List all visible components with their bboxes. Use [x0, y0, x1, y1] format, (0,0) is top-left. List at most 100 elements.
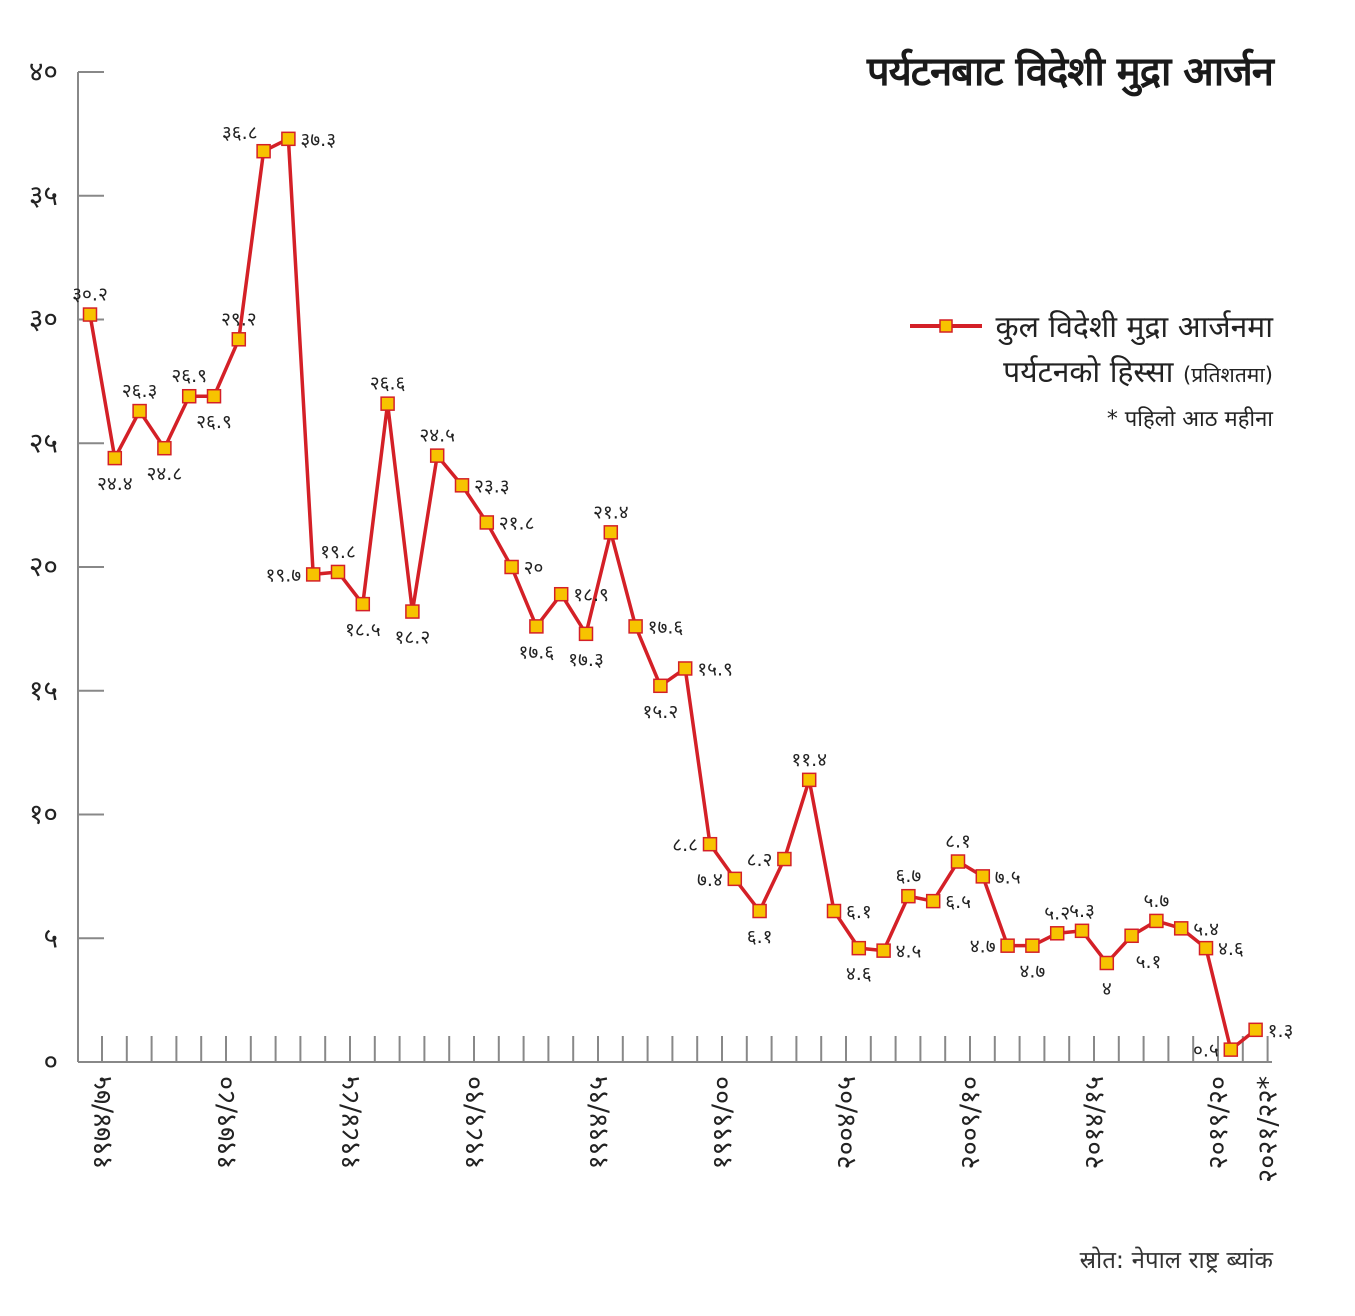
data-label: १९.७ — [266, 564, 302, 586]
data-label: ५.१ — [1136, 951, 1162, 973]
legend-unit: (प्रतिशतमा) — [1183, 363, 1273, 387]
legend-label-line1: कुल विदेशी मुद्रा आर्जनमा — [995, 310, 1273, 345]
data-label: ६.७ — [895, 865, 921, 887]
data-label: ३०.२ — [72, 284, 108, 306]
data-point-marker — [529, 619, 544, 634]
data-label: ६.५ — [945, 891, 971, 913]
data-label: ३६.८ — [222, 122, 258, 144]
data-point-marker — [851, 940, 867, 956]
data-label: २९.२ — [221, 308, 257, 330]
data-point-marker — [1173, 921, 1189, 936]
data-point-marker — [1248, 1022, 1263, 1038]
data-point-marker — [504, 559, 519, 575]
data-label: १७.६ — [648, 616, 684, 638]
data-point-marker — [405, 604, 420, 619]
data-label: ३७.३ — [300, 129, 336, 151]
data-label: १८.५ — [345, 619, 381, 641]
data-point-marker — [826, 903, 842, 919]
data-label: ७.४ — [697, 869, 723, 891]
data-label: ५.३ — [1069, 900, 1095, 922]
data-point-marker — [380, 396, 395, 411]
data-label: १५.२ — [643, 701, 679, 723]
data-label: ४.५ — [896, 941, 922, 963]
data-point-marker — [1000, 938, 1015, 953]
data-label: २६.३ — [122, 380, 158, 402]
data-point-marker — [876, 943, 891, 958]
data-point-marker — [132, 403, 147, 419]
data-point-marker — [901, 888, 916, 904]
x-tick-label: २०२१/२२* — [1253, 1076, 1284, 1183]
data-point-marker — [1198, 940, 1214, 956]
data-label: ११.४ — [791, 749, 827, 771]
data-point-marker — [925, 893, 941, 909]
legend-label-line2: पर्यटनको हिस्सा (प्रतिशतमा) — [910, 350, 1273, 391]
data-label: ४.७ — [1019, 961, 1045, 983]
y-tick-label: ४० — [29, 55, 58, 88]
data-label: २४.८ — [147, 463, 183, 485]
x-tick-label: १९८४/८५ — [335, 1076, 366, 1169]
data-point-marker — [181, 388, 197, 404]
x-tick-label: १९७९/८० — [211, 1076, 242, 1169]
data-point-marker — [727, 871, 743, 887]
data-label: २१.८ — [499, 512, 535, 534]
data-point-marker — [1099, 955, 1115, 971]
data-point-marker — [1025, 938, 1040, 953]
source-note: स्रोत: नेपाल राष्ट्र ब्यांक — [1079, 1246, 1273, 1274]
data-point-marker — [281, 131, 296, 147]
data-label: १७.३ — [568, 649, 604, 671]
data-point-marker — [82, 307, 98, 322]
x-tick-label: १९८९/९० — [459, 1076, 490, 1169]
x-tick-label: २००९/१० — [955, 1076, 986, 1169]
data-point-marker — [1149, 913, 1164, 929]
data-point-marker — [553, 586, 569, 602]
data-point-marker — [677, 661, 693, 676]
data-label: ७.५ — [995, 866, 1021, 888]
data-point-marker — [1074, 923, 1090, 939]
data-point-marker — [107, 450, 123, 466]
y-tick-label: २५ — [29, 426, 58, 459]
data-point-marker — [429, 448, 445, 463]
data-label: ४.७ — [970, 936, 996, 958]
legend-footnote: * पहिलो आठ महीना — [1106, 407, 1273, 432]
data-label: १९.८ — [320, 541, 356, 563]
data-label: ६.१ — [846, 901, 872, 923]
data-point-marker — [702, 836, 718, 852]
y-tick-label: २० — [29, 550, 58, 583]
y-tick-label: १५ — [29, 674, 58, 707]
legend-label-text: पर्यटनको हिस्सा — [1003, 355, 1174, 390]
data-point-marker — [305, 567, 321, 582]
data-label: १८.९ — [573, 584, 609, 606]
x-tick-label: २००४/०५ — [831, 1076, 862, 1169]
data-point-marker — [330, 564, 346, 580]
data-point-marker — [454, 478, 470, 493]
data-label: २४.५ — [419, 425, 455, 447]
data-label: ५.७ — [1143, 890, 1169, 912]
x-tick-label: १९९४/९५ — [583, 1076, 614, 1169]
data-point-marker — [653, 678, 668, 694]
data-point-marker — [1124, 928, 1139, 944]
data-label: २६.६ — [370, 373, 406, 395]
data-label: ८.८ — [672, 834, 698, 856]
data-point-marker — [479, 515, 495, 530]
data-label-layer: ३०.२ २४.४ २६.३ २४.८ २६.९ २६.९ २९.२ ३६.८ ३७.३ १९.७… — [72, 122, 1293, 1061]
data-label: ८.२ — [747, 849, 773, 871]
data-point-marker — [752, 903, 767, 919]
data-label: २१.४ — [593, 501, 629, 523]
data-label: ४.६ — [846, 963, 872, 985]
data-label: ०.५ — [1193, 1040, 1219, 1062]
data-label: ८.१ — [945, 831, 971, 853]
data-point-marker — [628, 619, 643, 634]
x-tick-label: १९९९/०० — [707, 1076, 738, 1169]
data-label: ४.६ — [1218, 938, 1244, 960]
data-point-marker — [1049, 926, 1065, 941]
x-tick-label: २०१९/२० — [1203, 1076, 1234, 1169]
y-tick-label: ० — [43, 1045, 58, 1078]
chart-title: पर्यटनबाट विदेशी मुद्रा आर्जन — [866, 49, 1274, 95]
data-label: २४.४ — [97, 473, 133, 495]
data-label: ५.४ — [1193, 918, 1219, 940]
y-tick-label: १० — [29, 798, 58, 831]
legend-line-marker — [909, 315, 982, 337]
data-point-marker — [355, 596, 371, 612]
data-label: २३.३ — [474, 475, 510, 497]
